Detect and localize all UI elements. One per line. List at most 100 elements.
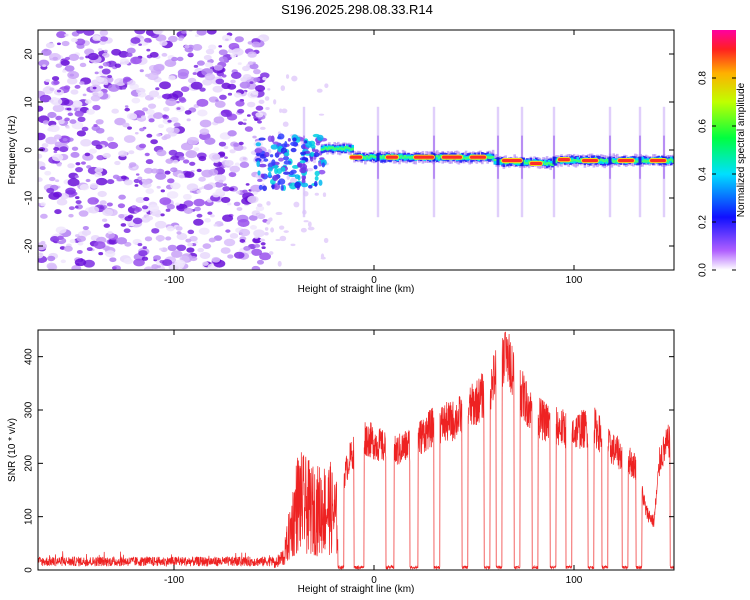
noise-blob xyxy=(103,49,108,53)
noise-blob xyxy=(194,241,198,244)
noise-blob xyxy=(47,127,53,132)
noise-blob xyxy=(144,152,150,157)
signal-band-cell xyxy=(499,159,502,165)
noise-blob xyxy=(168,149,178,156)
signal-band-cell xyxy=(527,160,531,164)
noise-blob xyxy=(138,43,142,46)
noise-blob xyxy=(68,206,75,211)
noise-blob xyxy=(144,167,154,174)
noise-blob xyxy=(67,112,74,117)
noise-blob xyxy=(96,76,105,83)
noise-blob xyxy=(199,128,210,135)
noise-blob xyxy=(126,52,133,58)
noise-blob xyxy=(215,99,219,102)
noise-blob xyxy=(259,252,272,261)
noise-blob xyxy=(218,56,228,63)
signal-band-cell xyxy=(398,156,401,159)
noise-blob xyxy=(285,74,290,79)
noise-blob xyxy=(126,47,136,54)
transition-blob xyxy=(254,148,263,154)
noise-blob xyxy=(41,48,52,56)
noise-blob xyxy=(167,178,175,184)
noise-blob xyxy=(82,93,87,97)
noise-blob xyxy=(75,162,81,166)
signal-band-cell xyxy=(599,158,603,161)
noise-blob xyxy=(106,60,117,68)
signal-band-cell xyxy=(338,146,342,150)
noise-blob xyxy=(99,200,107,206)
noise-blob xyxy=(178,37,184,41)
colorbar-tick-label: 0.2 xyxy=(698,215,709,229)
noise-blob xyxy=(84,99,92,104)
noise-blob xyxy=(69,239,76,244)
transition-blob xyxy=(270,144,278,150)
signal-band-cell xyxy=(644,159,648,163)
noise-blob xyxy=(167,119,172,123)
spectrogram-ytick-label: 10 xyxy=(24,96,35,108)
noise-blob xyxy=(131,204,137,209)
noise-blob xyxy=(172,90,184,98)
noise-blob xyxy=(76,30,85,34)
noise-blob xyxy=(81,229,92,236)
noise-blob xyxy=(65,187,76,195)
noise-blob xyxy=(224,156,228,159)
signal-band-cell xyxy=(322,145,326,150)
noise-blob xyxy=(53,80,60,85)
signal-band-cell xyxy=(326,147,329,151)
noise-blob xyxy=(257,120,262,124)
noise-blob xyxy=(38,59,50,67)
noise-blob xyxy=(270,227,275,233)
noise-blob xyxy=(47,111,57,119)
noise-blob xyxy=(219,223,224,226)
signal-band-cell xyxy=(407,156,410,159)
noise-blob xyxy=(106,179,115,185)
noise-blob xyxy=(237,121,244,125)
signal-band-cell xyxy=(549,163,552,166)
noise-blob xyxy=(95,144,103,150)
noise-blob xyxy=(169,168,174,172)
signal-band-cell xyxy=(380,156,383,159)
noise-blob xyxy=(99,36,109,42)
snr-ytick-label: 200 xyxy=(24,455,35,472)
noise-blob xyxy=(229,165,241,173)
transition-blob xyxy=(283,171,291,175)
transition-blob xyxy=(267,166,273,172)
noise-blob xyxy=(145,188,155,194)
noise-blob xyxy=(148,204,160,212)
signal-band-cell xyxy=(344,146,347,149)
noise-blob xyxy=(122,86,127,90)
noise-blob xyxy=(146,133,153,138)
colorbar-tick-label: 0.4 xyxy=(698,167,709,181)
noise-blob xyxy=(107,230,113,235)
signal-band-cell xyxy=(337,145,340,150)
noise-blob xyxy=(55,179,60,183)
noise-blob xyxy=(145,159,154,165)
noise-blob xyxy=(65,125,71,129)
noise-blob xyxy=(209,214,215,218)
noise-blob xyxy=(45,136,57,145)
signal-band-cell xyxy=(398,154,401,159)
transition-blob xyxy=(278,157,284,162)
noise-blob xyxy=(66,107,72,111)
noise-blob xyxy=(91,125,101,131)
noise-blob xyxy=(126,220,136,227)
noise-blob xyxy=(139,143,147,149)
noise-blob xyxy=(255,84,266,92)
transition-blob xyxy=(277,136,282,140)
transition-blob xyxy=(289,170,294,176)
noise-blob xyxy=(267,88,271,91)
transition-blob xyxy=(294,181,301,189)
transition-blob xyxy=(280,166,286,172)
noise-blob xyxy=(134,207,142,213)
signal-gap xyxy=(376,153,380,162)
noise-blob xyxy=(238,228,251,237)
colorbar-tick-label: 0.0 xyxy=(698,263,709,277)
transition-blob xyxy=(267,135,273,142)
signal-band-cell xyxy=(601,159,605,164)
noise-blob xyxy=(62,69,67,73)
noise-blob xyxy=(213,223,218,227)
noise-blob xyxy=(166,225,175,232)
transition-blob xyxy=(300,151,307,156)
signal-band-cell xyxy=(491,156,495,158)
noise-blob xyxy=(133,258,145,267)
